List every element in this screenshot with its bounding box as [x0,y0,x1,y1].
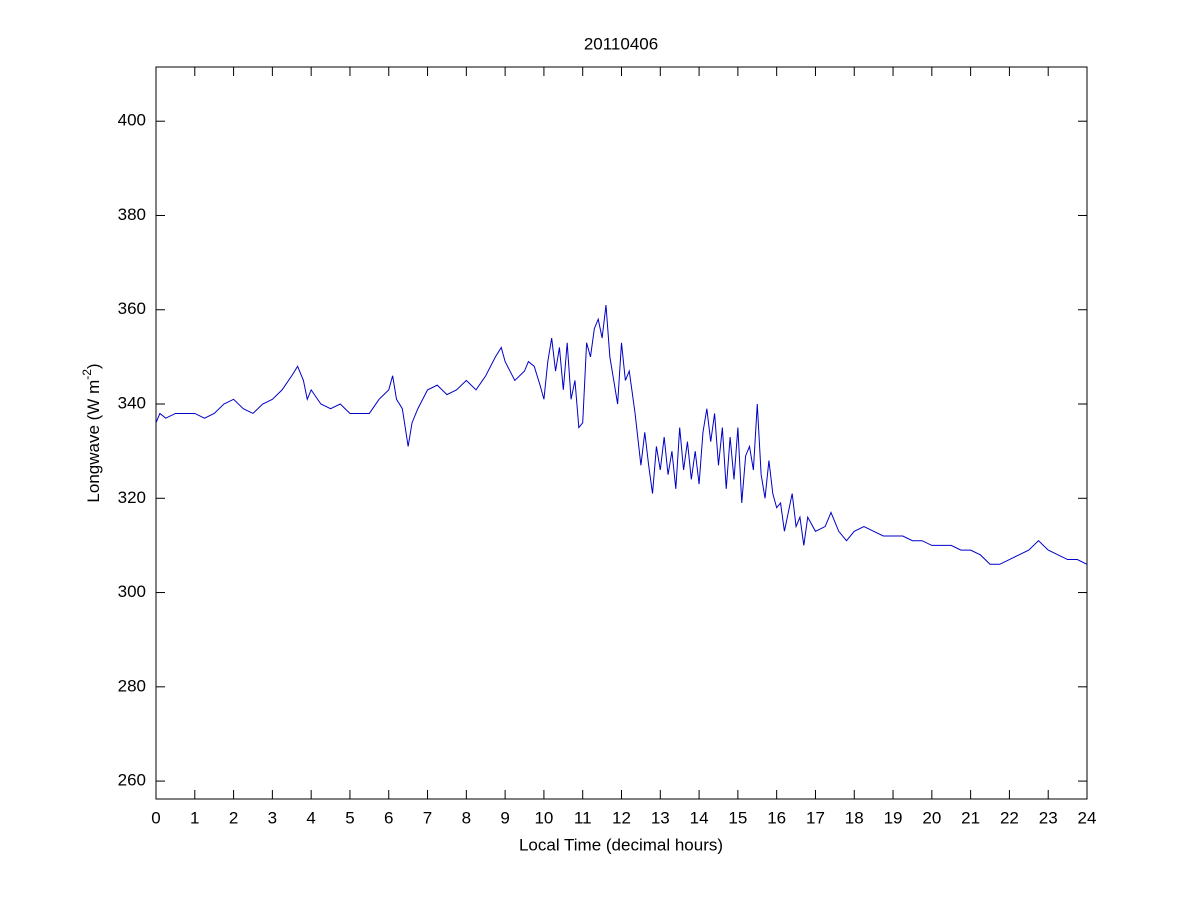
x-tick-label: 15 [728,808,747,827]
x-tick-label: 5 [345,808,354,827]
x-tick-label: 21 [961,808,980,827]
y-tick-label: 320 [118,488,146,507]
x-tick-label: 4 [306,808,315,827]
x-tick-label: 9 [500,808,509,827]
y-tick-label: 340 [118,393,146,412]
y-tick-label: 360 [118,299,146,318]
x-tick-label: 6 [384,808,393,827]
y-tick-label: 380 [118,205,146,224]
x-tick-label: 8 [462,808,471,827]
x-tick-label: 23 [1039,808,1058,827]
plot-area [155,66,1088,800]
x-tick-label: 10 [534,808,553,827]
data-line [155,304,1088,565]
x-tick-label: 24 [1078,808,1097,827]
x-tick-label: 7 [423,808,432,827]
x-tick-label: 18 [845,808,864,827]
x-tick-label: 16 [767,808,786,827]
x-tick-label: 1 [190,808,199,827]
x-tick-label: 20 [922,808,941,827]
x-tick-label: 0 [151,808,160,827]
x-tick-label: 17 [806,808,825,827]
x-tick-label: 11 [574,808,592,827]
x-tick-label: 22 [1000,808,1019,827]
x-tick-label: 13 [651,808,670,827]
y-tick-label: 300 [118,582,146,601]
y-label-text: Longwave (W m [84,380,103,503]
y-tick-label: 260 [118,771,146,790]
y-label-sup: -2 [80,369,94,380]
x-tick-label: 14 [690,808,709,827]
x-tick-label: 2 [229,808,238,827]
y-tick-label: 400 [118,111,146,130]
y-label-end: ) [84,363,103,369]
y-axis-label: Longwave (W m-2) [80,363,103,502]
y-tick-label: 280 [118,676,146,695]
x-tick-label: 19 [884,808,903,827]
x-axis-label: Local Time (decimal hours) [519,835,723,854]
chart-title: 20110406 [584,34,658,53]
x-tick-label: 12 [612,808,631,827]
x-tick-label: 3 [268,808,277,827]
